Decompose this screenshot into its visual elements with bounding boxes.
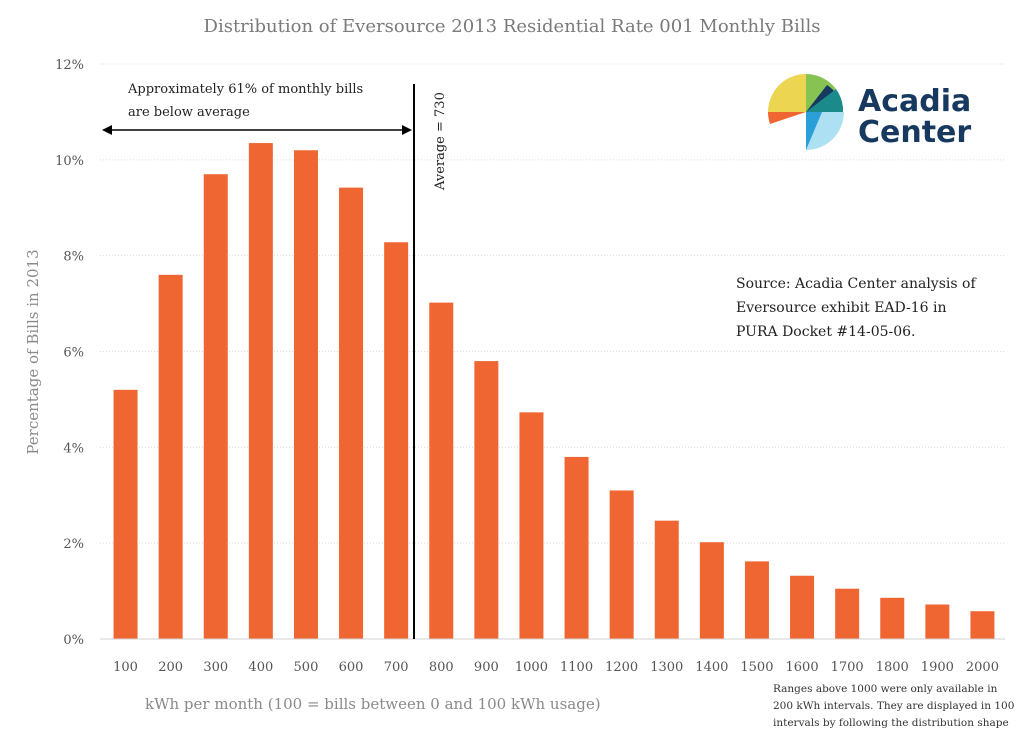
logo-text-line2: Center: [858, 115, 971, 150]
x-tick-label: 400: [248, 660, 273, 675]
bar-1800: [880, 597, 905, 639]
acadia-center-logo: Acadia Center: [768, 74, 971, 150]
bar-800: [429, 302, 454, 639]
logo-yellow-segment: [768, 74, 806, 112]
y-tick-label: 10%: [55, 154, 84, 169]
bar-1000: [519, 412, 544, 639]
x-tick-label: 1800: [876, 660, 909, 675]
bar-1400: [699, 542, 724, 639]
x-tick-label: 800: [429, 660, 454, 675]
x-tick-label: 1900: [921, 660, 954, 675]
footnote-line2: 200 kWh intervals. They are displayed in…: [773, 700, 1014, 712]
x-tick-label: 1600: [786, 660, 819, 675]
logo-teal-segment: [806, 89, 844, 112]
source-line1: Source: Acadia Center analysis of: [736, 276, 977, 292]
footnote-line1: Ranges above 1000 were only available in: [773, 683, 998, 695]
x-tick-label: 600: [339, 660, 364, 675]
x-tick-label: 300: [203, 660, 228, 675]
bars: [113, 143, 995, 640]
logo-orange-segment: [768, 112, 806, 124]
bar-1600: [790, 575, 815, 639]
bar-1300: [654, 520, 679, 639]
source-line2: Eversource exhibit EAD-16 in: [736, 300, 947, 316]
y-tick-label: 4%: [63, 441, 84, 456]
bar-200: [158, 274, 183, 639]
footnote-line3: intervals by following the distribution …: [773, 717, 1009, 729]
x-tick-label: 700: [384, 660, 409, 675]
arrow-right-head: [402, 125, 412, 135]
y-tick-label: 0%: [63, 633, 84, 648]
annotation-line2: are below average: [128, 105, 250, 120]
x-tick-label: 1400: [695, 660, 728, 675]
arrow-left-head: [102, 125, 112, 135]
source-line3: PURA Docket #14-05-06.: [736, 324, 916, 340]
x-tick-label: 1300: [650, 660, 683, 675]
y-tick-label: 2%: [63, 537, 84, 552]
y-axis-ticks: 0% 2% 4% 6% 8% 10% 12%: [55, 58, 84, 648]
x-tick-label: 1000: [515, 660, 548, 675]
chart-title: Distribution of Eversource 2013 Resident…: [204, 16, 821, 37]
y-tick-label: 12%: [55, 58, 84, 73]
x-tick-label: 500: [294, 660, 319, 675]
bar-1200: [609, 490, 634, 639]
x-tick-label: 900: [474, 660, 499, 675]
x-tick-label: 1500: [740, 660, 773, 675]
bar-700: [384, 242, 409, 639]
bar-900: [474, 361, 499, 639]
bar-300: [203, 174, 228, 640]
y-tick-label: 6%: [63, 346, 84, 361]
x-tick-label: 2000: [966, 660, 999, 675]
bar-1700: [835, 588, 860, 639]
bar-100: [113, 389, 138, 639]
bar-1100: [564, 456, 589, 639]
x-tick-label: 1700: [831, 660, 864, 675]
x-tick-label: 1200: [605, 660, 638, 675]
logo-blue-segment: [806, 112, 822, 150]
bar-2000: [970, 611, 995, 639]
bar-600: [339, 187, 364, 639]
bar-1900: [925, 604, 950, 639]
logo-text-line1: Acadia: [858, 84, 971, 119]
average-label: Average = 730: [433, 92, 448, 191]
x-axis-ticks: 100 200 300 400 500 600 700 800 900 1000 1100 1200 1…: [113, 660, 999, 675]
y-tick-label: 8%: [63, 250, 84, 265]
y-axis-label: Percentage of Bills in 2013: [24, 249, 42, 454]
bar-500: [293, 150, 318, 639]
x-tick-label: 200: [158, 660, 183, 675]
x-tick-label: 1100: [560, 660, 593, 675]
x-tick-label: 100: [113, 660, 138, 675]
annotation-line1: Approximately 61% of monthly bills: [127, 82, 363, 97]
bar-1500: [744, 561, 769, 639]
bar-400: [248, 143, 273, 639]
x-axis-label: kWh per month (100 = bills between 0 and…: [145, 695, 601, 713]
